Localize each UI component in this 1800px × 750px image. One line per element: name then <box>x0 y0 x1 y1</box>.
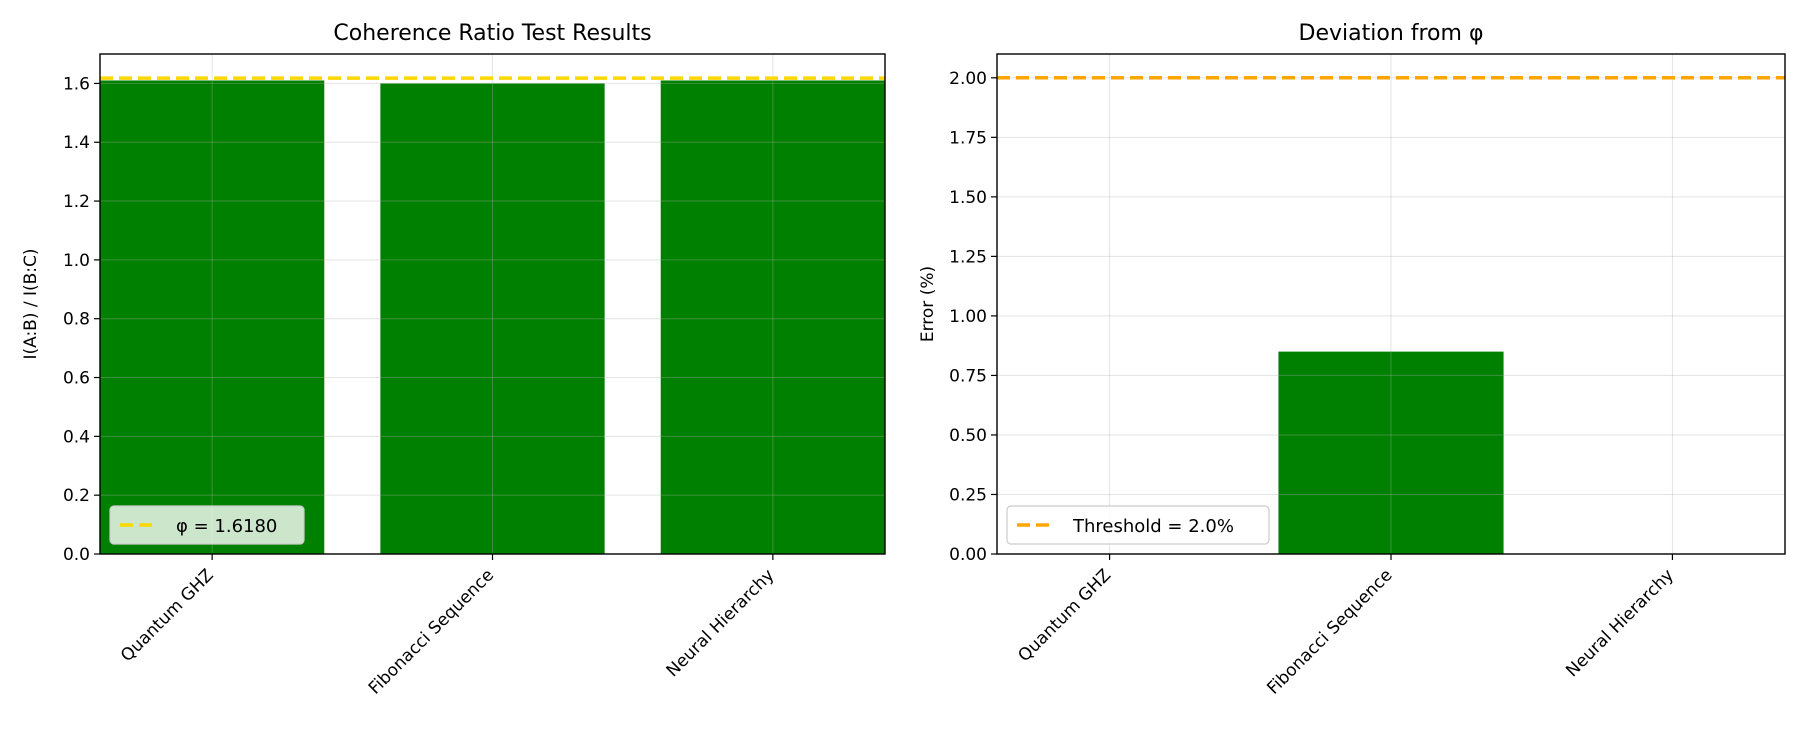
y-tick-label: 1.4 <box>63 133 90 153</box>
y-tick-label: 1.0 <box>63 251 90 271</box>
legend-label: φ = 1.6180 <box>176 516 277 537</box>
y-tick-label: 0.75 <box>949 366 987 386</box>
y-tick-label: 1.00 <box>949 307 987 327</box>
x-tick-label: Neural Hierarchy <box>1562 565 1678 681</box>
y-tick-label: 1.2 <box>63 192 90 212</box>
deviation-chart: 0.00 0.25 0.50 0.75 1.00 1.25 1.50 1.75 2.00 Quan… <box>918 21 1786 699</box>
legend-box <box>109 505 305 545</box>
chart-title: Coherence Ratio Test Results <box>333 21 651 46</box>
x-tick-label: Fibonacci Sequence <box>365 565 498 698</box>
chart-title: Deviation from φ <box>1299 21 1484 46</box>
y-tick-label: 0.00 <box>949 545 987 565</box>
bar-2 <box>1278 351 1504 554</box>
bar-1 <box>100 80 325 555</box>
x-tick-label: Quantum GHZ <box>117 565 218 666</box>
y-tick-label: 1.75 <box>949 128 987 148</box>
y-tick-label: 0.4 <box>63 427 90 447</box>
y-tick-label: 0.25 <box>949 485 987 505</box>
y-tick-label: 0.6 <box>63 369 90 389</box>
x-tick-label: Quantum GHZ <box>1014 565 1115 666</box>
y-tick-label: 1.25 <box>949 247 987 267</box>
legend: Threshold = 2.0% <box>1006 505 1270 545</box>
y-tick-label: 2.00 <box>949 69 987 89</box>
y-tick-label: 1.50 <box>949 188 987 208</box>
y-tick-label: 1.6 <box>63 74 90 94</box>
y-axis-label: I(A:B) / I(B:C) <box>21 248 41 359</box>
y-tick-label: 0.50 <box>949 426 987 446</box>
bar-2 <box>380 83 605 554</box>
y-tick-label: 0.2 <box>63 486 90 506</box>
coherence-ratio-chart: 0.0 0.2 0.4 0.6 0.8 1.0 1.2 1.4 1.6 Quantum GHZ Fi… <box>21 21 886 699</box>
legend-label: Threshold = 2.0% <box>1072 516 1234 537</box>
y-axis-label: Error (%) <box>918 266 938 342</box>
x-tick-label: Fibonacci Sequence <box>1263 565 1396 698</box>
x-tick-label: Neural Hierarchy <box>663 565 779 681</box>
bar-3 <box>660 80 885 555</box>
y-tick-label: 0.8 <box>63 310 90 330</box>
y-tick-label: 0.0 <box>63 545 90 565</box>
legend: φ = 1.6180 <box>109 505 305 545</box>
legend-box <box>1006 505 1270 545</box>
